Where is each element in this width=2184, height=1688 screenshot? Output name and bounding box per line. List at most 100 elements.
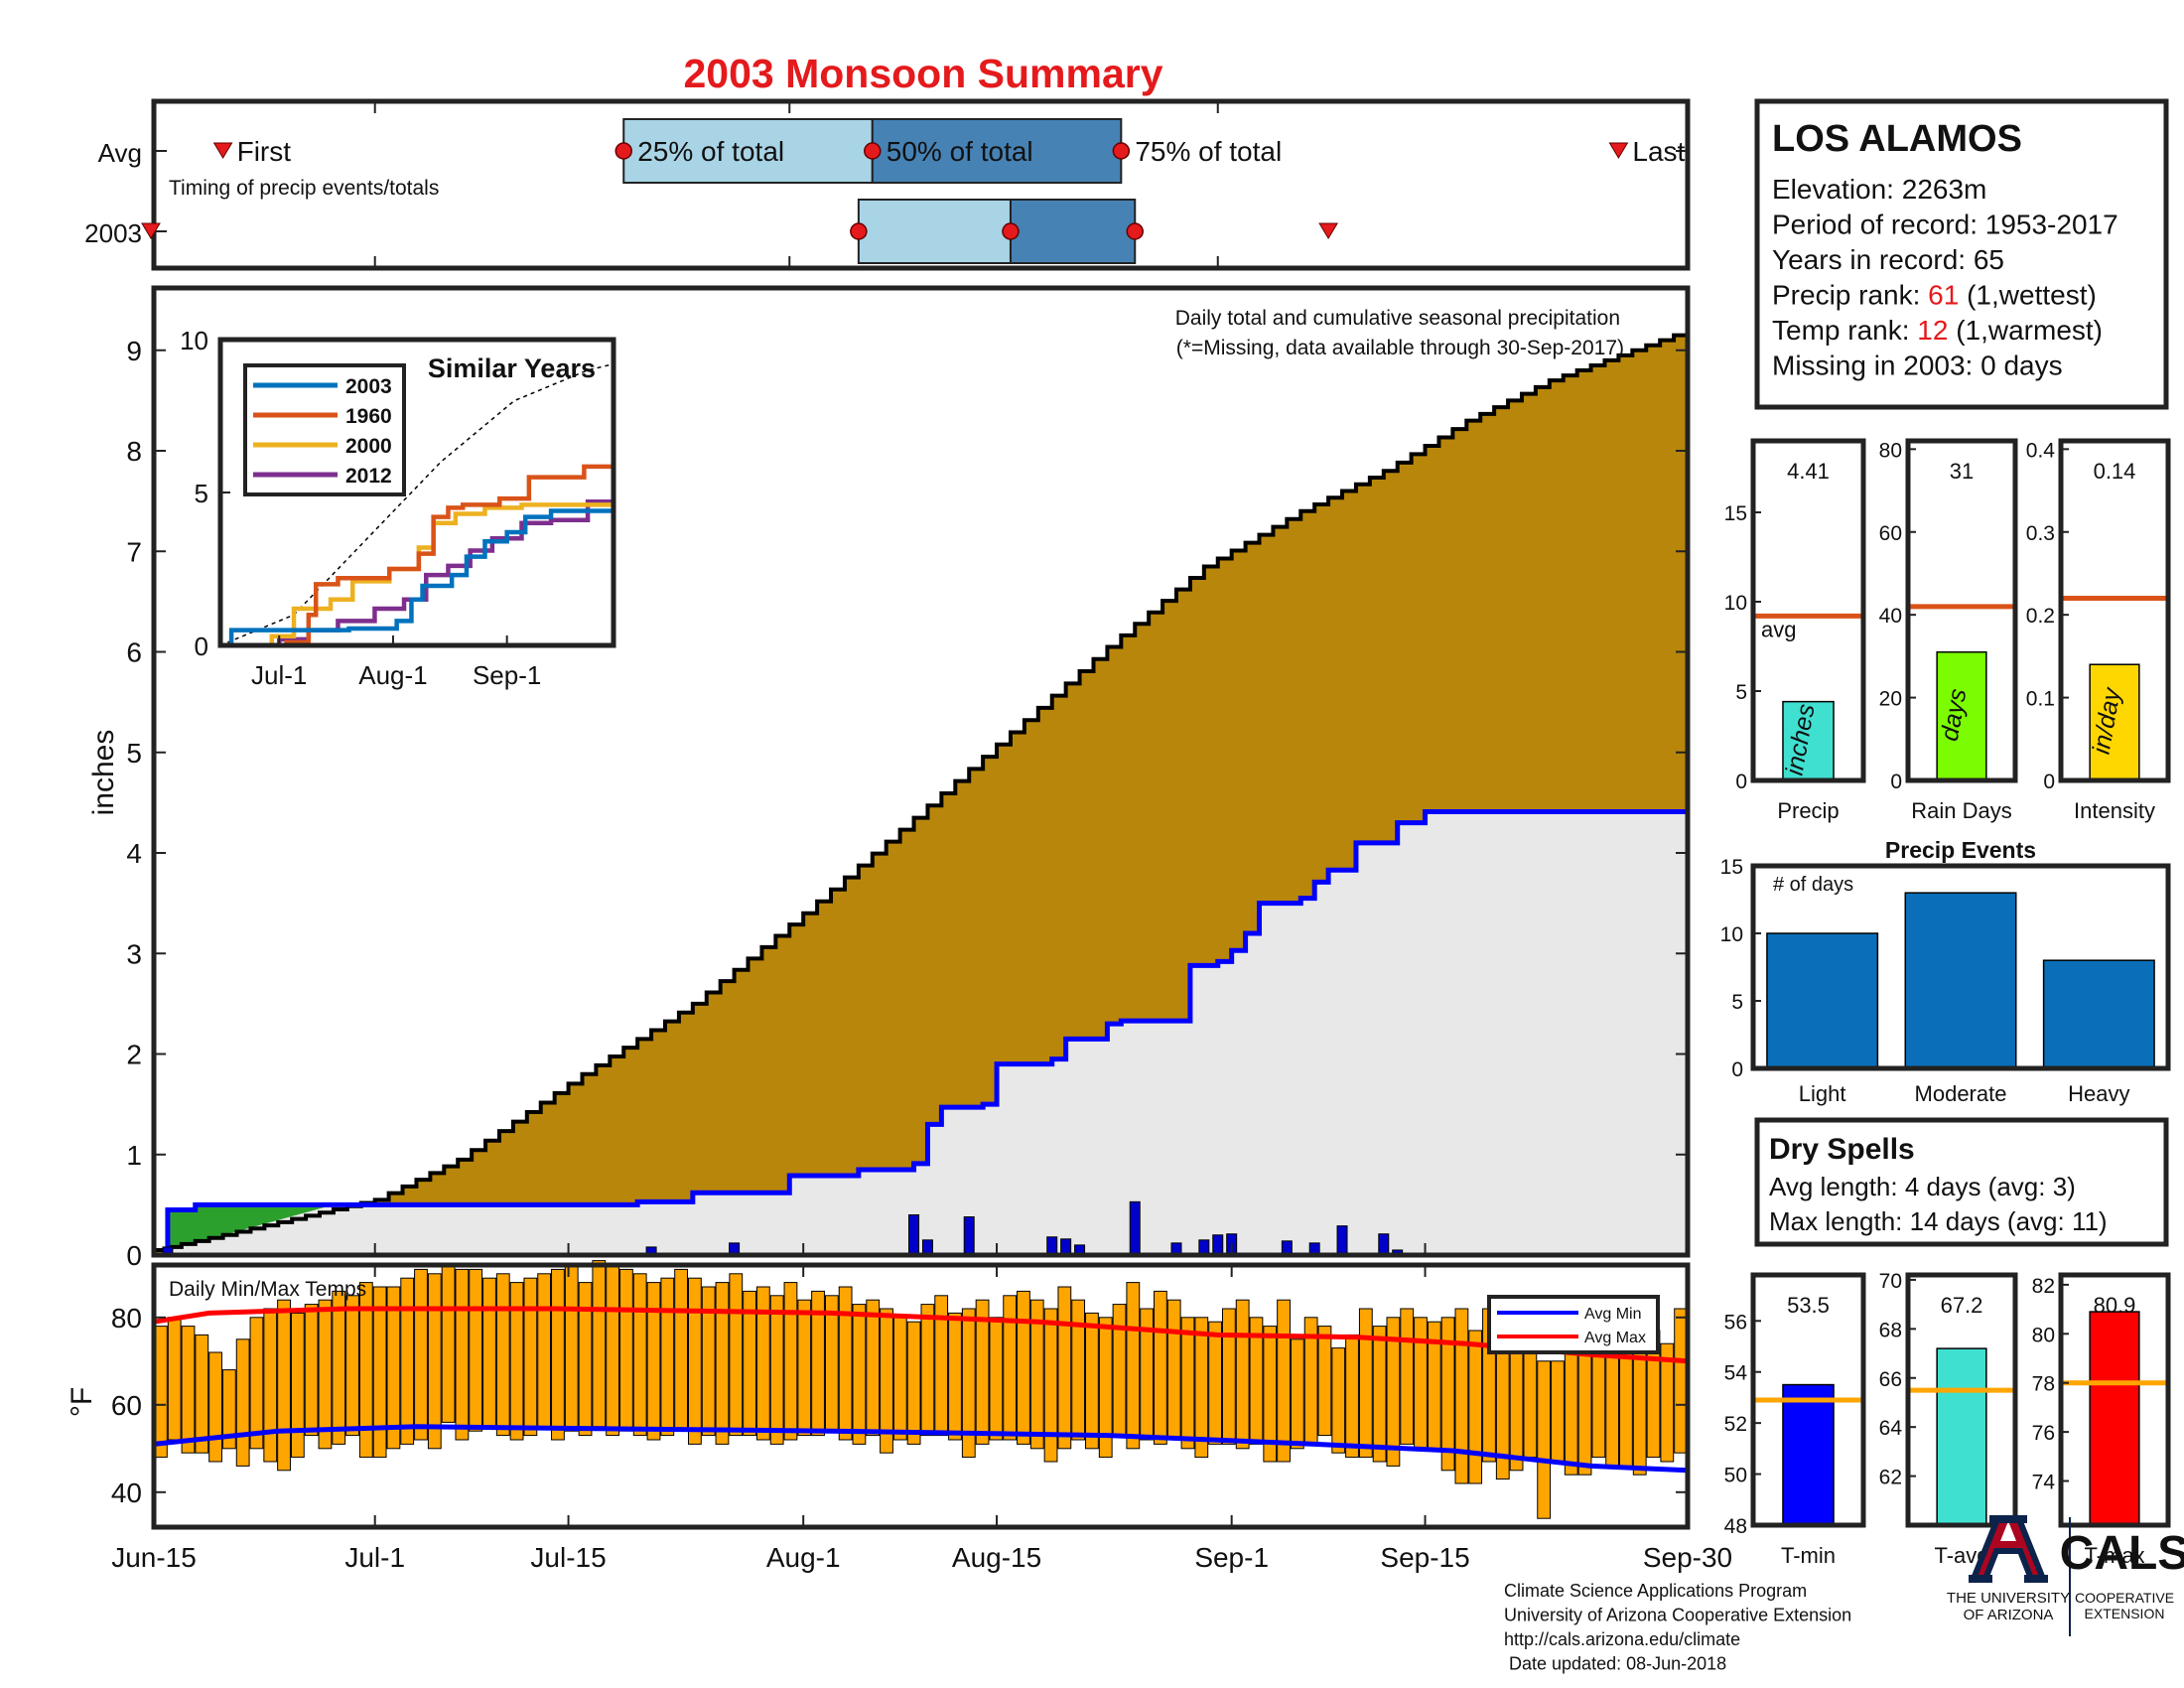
daily-precip-bar	[908, 1214, 920, 1256]
daily-temp-bar	[1372, 1326, 1387, 1463]
panel-value-text: 31	[1950, 459, 1974, 484]
page-title: 2003 Monsoon Summary	[683, 51, 1162, 96]
daily-temp-bar	[1057, 1286, 1072, 1450]
daily-temp-bar	[674, 1268, 688, 1432]
daily-temp-bar	[729, 1273, 744, 1437]
timing-box-50-75	[1009, 199, 1137, 264]
panel-y-tick-label: 52	[1724, 1413, 1747, 1436]
panel-frame	[1750, 1272, 1866, 1528]
panel-value-text: 53.5	[1787, 1293, 1830, 1318]
panel-label: T-min	[1781, 1543, 1836, 1568]
panel-y-tick-label: 0.4	[2026, 439, 2056, 462]
events-y-tick-label: 0	[1731, 1058, 1743, 1081]
dry-spells-line: Avg length: 4 days (avg: 3)	[1769, 1172, 2076, 1201]
panel-y-tick-label: 64	[1879, 1417, 1903, 1440]
panel-frame	[2058, 438, 2171, 783]
daily-temp-bar	[386, 1286, 401, 1450]
summary-bar-t-max	[2089, 1311, 2140, 1526]
y-tick-label: 7	[126, 536, 142, 567]
daily-temp-bar	[1043, 1308, 1058, 1463]
panel-y-tick-label: 54	[1724, 1362, 1748, 1385]
ua-wordmark: OF ARIZONA	[1964, 1607, 2054, 1623]
daily-temp-bar	[783, 1282, 798, 1441]
panel-y-tick-label: 82	[2032, 1275, 2055, 1298]
precip-events-chart: Light Moderate Heavy 0 5 10 15 Precip Events # o…	[1720, 837, 2171, 1106]
inset-series-1960	[220, 463, 616, 648]
inset-legend-label: 2000	[345, 435, 392, 458]
daily-precip-bar	[1046, 1236, 1058, 1256]
events-category-label: Light	[1799, 1081, 1846, 1106]
timing-percentile-marker	[614, 142, 632, 160]
panel-value-text: 67.2	[1941, 1293, 1983, 1318]
daily-temp-bar	[1290, 1338, 1304, 1450]
temp-legend-frame	[1487, 1295, 1660, 1354]
footer-credits: Climate Science Applications Program Univ…	[1504, 1581, 1851, 1674]
ua-a-counter	[2000, 1521, 2016, 1541]
timing-percentile-marker	[1002, 222, 1020, 240]
panel-y-tick-label: 0	[1735, 771, 1747, 793]
daily-temp-bar	[755, 1286, 770, 1441]
panel-y-tick-label: 0.3	[2026, 522, 2055, 545]
daily-temp-bar	[277, 1299, 291, 1472]
timing-label-75: 75% of total	[1135, 136, 1282, 167]
footer-line: University of Arizona Cooperative Extens…	[1504, 1606, 1851, 1625]
first-event-marker	[141, 222, 161, 239]
daily-temp-bar	[181, 1326, 196, 1454]
daily-temp-bar	[632, 1273, 647, 1437]
daily-precip-bar	[1336, 1225, 1348, 1256]
timing-label-50: 50% of total	[887, 136, 1033, 167]
footer-line: Climate Science Applications Program	[1504, 1581, 1807, 1601]
daily-temp-bar	[1098, 1317, 1113, 1459]
daily-temps-chart: 40 60 80 °F Daily Min/Max Temps Avg Min Avg Ma…	[66, 1243, 1732, 1573]
panel-y-tick-label: 68	[1879, 1319, 1902, 1341]
footer-line: Date updated: 08-Jun-2018	[1504, 1654, 1726, 1674]
events-bar-heavy	[2042, 959, 2155, 1069]
footer-line: http://cals.arizona.edu/climate	[1504, 1629, 1740, 1649]
temp-summary-panel-t-min: 48 50 52 54 56 53.5 T-min	[1724, 1272, 1866, 1568]
avg-cumulative-line	[154, 330, 1690, 1252]
ua-a-foot	[2024, 1575, 2048, 1583]
y-tick-label: 8	[126, 436, 142, 467]
daily-temp-bar	[1017, 1290, 1030, 1445]
daily-temp-bar	[537, 1273, 552, 1428]
main-frame	[151, 285, 1691, 1258]
y-tick-label: 9	[126, 336, 142, 366]
panel-value-text: 4.41	[1787, 459, 1830, 484]
station-info-line: Period of record: 1953-2017	[1772, 210, 2118, 240]
legend-label-avg-min: Avg Min	[1584, 1306, 1642, 1323]
daily-temp-bar	[1003, 1295, 1018, 1441]
timing-percentile-marker	[1112, 142, 1131, 160]
daily-temp-bar	[1085, 1312, 1099, 1450]
timing-label-first: First	[237, 136, 292, 167]
inset-y-tick-label: 0	[195, 632, 208, 661]
ua-a-top	[1989, 1515, 2027, 1523]
daily-temp-bar	[1537, 1360, 1552, 1519]
summary-bar-panels: 0510154.41Precipinchesavg02040608031Rain…	[1724, 438, 2171, 823]
daily-temp-bar	[400, 1277, 415, 1445]
temp-summary-panel-t-max: 74 76 78 80 82 80.9 T-max	[2032, 1272, 2171, 1568]
daily-temp-bar	[551, 1268, 565, 1441]
daily-temp-bar	[221, 1369, 236, 1450]
year-cumulative-area	[154, 811, 1688, 1255]
temp-y-tick-label: 80	[111, 1303, 142, 1334]
daily-temp-bar	[1414, 1317, 1428, 1450]
daily-temp-bar	[660, 1277, 675, 1437]
panel-y-tick-label: 0.1	[2026, 688, 2055, 711]
inset-y-tick-label: 5	[195, 479, 208, 508]
summary-bar-t-avg	[1936, 1347, 1987, 1526]
daily-temp-bar	[1166, 1299, 1181, 1441]
daily-temp-bar	[1154, 1290, 1167, 1445]
dry-spells-box: Dry Spells Avg length: 4 days (avg: 3) Max…	[1754, 1117, 2169, 1247]
inset-legend-label: 2012	[345, 465, 392, 488]
daily-temp-bar	[345, 1295, 359, 1437]
y-tick-label: 5	[126, 738, 142, 769]
events-bar-moderate	[1904, 892, 2017, 1069]
chart-subtitle: Daily total and cumulative seasonal prec…	[1175, 307, 1620, 330]
daily-temp-bar	[372, 1286, 387, 1459]
panel-label: Rain Days	[1911, 798, 2011, 823]
last-event-marker	[1318, 222, 1338, 239]
daily-temp-bar	[934, 1295, 949, 1437]
temp-frame	[151, 1262, 1691, 1530]
daily-temp-bar	[1345, 1334, 1359, 1459]
